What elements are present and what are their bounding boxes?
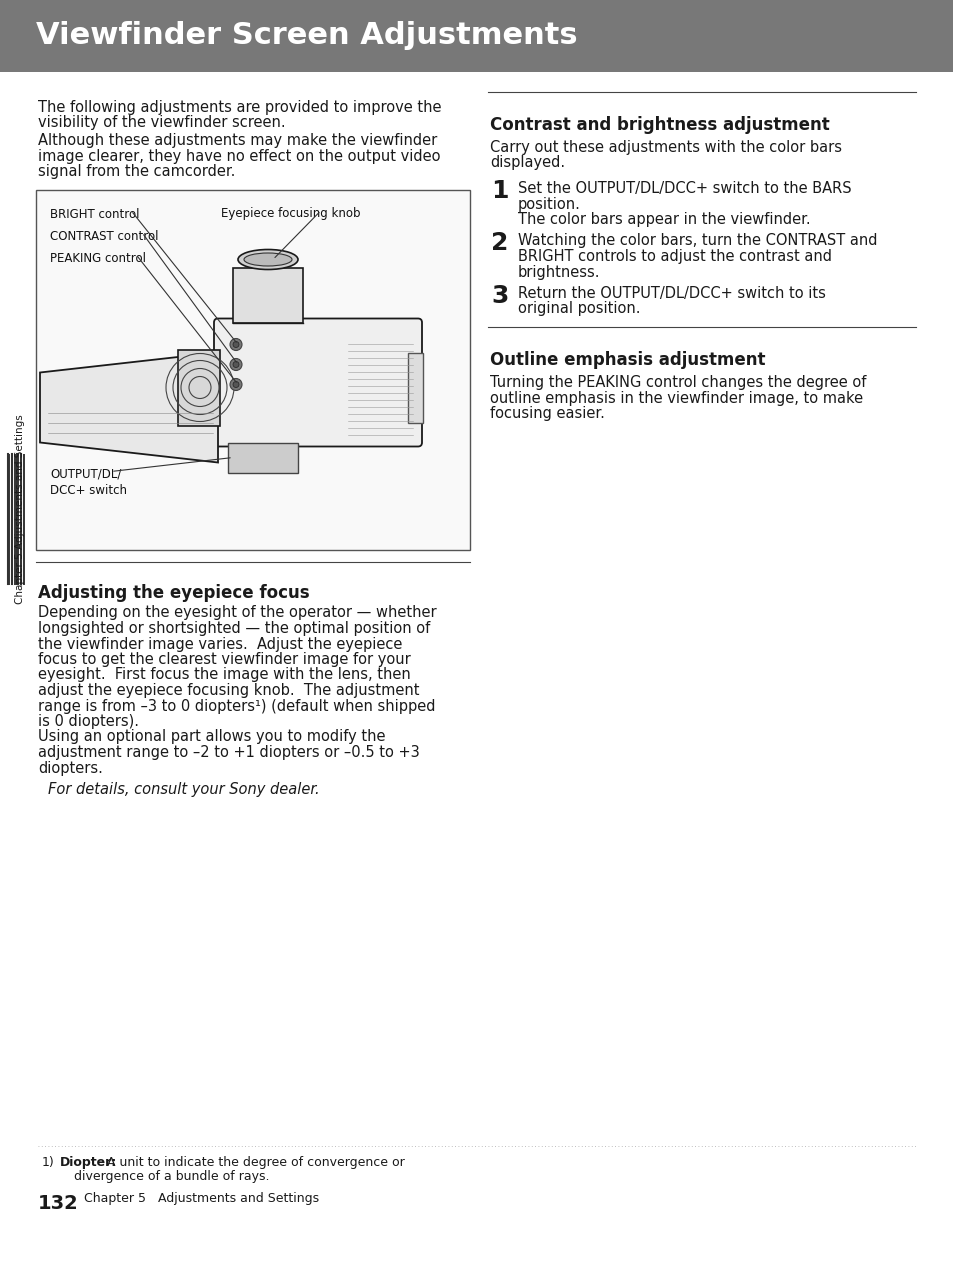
Circle shape <box>230 358 242 371</box>
Text: the viewfinder image varies.  Adjust the eyepiece: the viewfinder image varies. Adjust the … <box>38 637 402 651</box>
Circle shape <box>233 381 239 387</box>
Text: Viewfinder Screen Adjustments: Viewfinder Screen Adjustments <box>36 22 577 51</box>
Text: The color bars appear in the viewfinder.: The color bars appear in the viewfinder. <box>517 211 810 227</box>
Text: original position.: original position. <box>517 302 639 316</box>
Text: brightness.: brightness. <box>517 265 599 279</box>
Text: PEAKING control: PEAKING control <box>50 251 146 265</box>
Bar <box>36 190 470 549</box>
Circle shape <box>230 339 242 350</box>
Text: Carry out these adjustments with the color bars: Carry out these adjustments with the col… <box>490 140 841 155</box>
Ellipse shape <box>237 250 297 270</box>
Text: CONTRAST control: CONTRAST control <box>50 229 158 242</box>
Text: longsighted or shortsighted — the optimal position of: longsighted or shortsighted — the optima… <box>38 620 430 636</box>
Text: signal from the camcorder.: signal from the camcorder. <box>38 164 235 180</box>
Text: outline emphasis in the viewfinder image, to make: outline emphasis in the viewfinder image… <box>490 391 862 405</box>
Polygon shape <box>40 353 218 462</box>
Text: Using an optional part allows you to modify the: Using an optional part allows you to mod… <box>38 730 385 744</box>
Text: BRIGHT controls to adjust the contrast and: BRIGHT controls to adjust the contrast a… <box>517 248 831 264</box>
Text: Chapter 5   Adjustments and Settings: Chapter 5 Adjustments and Settings <box>84 1192 319 1205</box>
FancyBboxPatch shape <box>213 318 421 446</box>
Text: diopters.: diopters. <box>38 761 103 776</box>
Text: Diopter:: Diopter: <box>60 1156 117 1170</box>
Text: Eyepiece focusing knob: Eyepiece focusing knob <box>221 208 360 220</box>
Text: 132: 132 <box>38 1194 79 1213</box>
Text: Watching the color bars, turn the CONTRAST and: Watching the color bars, turn the CONTRA… <box>517 233 877 248</box>
Text: divergence of a bundle of rays.: divergence of a bundle of rays. <box>74 1170 269 1184</box>
Text: The following adjustments are provided to improve the: The following adjustments are provided t… <box>38 99 441 115</box>
Text: eyesight.  First focus the image with the lens, then: eyesight. First focus the image with the… <box>38 668 411 683</box>
Text: For details, consult your Sony dealer.: For details, consult your Sony dealer. <box>48 782 319 798</box>
Text: 1): 1) <box>42 1156 54 1170</box>
Text: Return the OUTPUT/DL/DCC+ switch to its: Return the OUTPUT/DL/DCC+ switch to its <box>517 285 825 301</box>
Bar <box>178 349 220 426</box>
Text: Turning the PEAKING control changes the degree of: Turning the PEAKING control changes the … <box>490 375 865 390</box>
Text: image clearer, they have no effect on the output video: image clearer, they have no effect on th… <box>38 149 440 163</box>
Text: range is from –3 to 0 diopters¹) (default when shipped: range is from –3 to 0 diopters¹) (defaul… <box>38 698 435 713</box>
Text: Depending on the eyesight of the operator — whether: Depending on the eyesight of the operato… <box>38 605 436 620</box>
Text: Although these adjustments may make the viewfinder: Although these adjustments may make the … <box>38 132 436 148</box>
Text: 1: 1 <box>491 180 508 203</box>
Bar <box>233 268 303 322</box>
Circle shape <box>233 341 239 348</box>
Text: adjust the eyepiece focusing knob.  The adjustment: adjust the eyepiece focusing knob. The a… <box>38 683 419 698</box>
Text: OUTPUT/DL/
DCC+ switch: OUTPUT/DL/ DCC+ switch <box>50 468 127 498</box>
Text: Adjusting the eyepiece focus: Adjusting the eyepiece focus <box>38 583 310 601</box>
Text: Set the OUTPUT/DL/DCC+ switch to the BARS: Set the OUTPUT/DL/DCC+ switch to the BAR… <box>517 181 851 196</box>
Polygon shape <box>228 442 297 473</box>
Text: BRIGHT control: BRIGHT control <box>50 208 139 220</box>
Text: adjustment range to –2 to +1 diopters or –0.5 to +3: adjustment range to –2 to +1 diopters or… <box>38 745 419 761</box>
Text: A unit to indicate the degree of convergence or: A unit to indicate the degree of converg… <box>103 1156 404 1170</box>
Text: displayed.: displayed. <box>490 155 564 171</box>
Text: visibility of the viewfinder screen.: visibility of the viewfinder screen. <box>38 116 285 130</box>
Circle shape <box>233 362 239 367</box>
Text: focusing easier.: focusing easier. <box>490 406 604 420</box>
Text: focus to get the clearest viewfinder image for your: focus to get the clearest viewfinder ima… <box>38 652 411 668</box>
Text: Chapter 5 Adjustments and Settings: Chapter 5 Adjustments and Settings <box>15 414 25 604</box>
Bar <box>0 0 953 73</box>
Text: Outline emphasis adjustment: Outline emphasis adjustment <box>490 352 764 369</box>
Text: is 0 diopters).: is 0 diopters). <box>38 713 139 729</box>
Bar <box>408 353 422 423</box>
Text: 3: 3 <box>491 284 508 308</box>
Ellipse shape <box>244 254 292 266</box>
Text: position.: position. <box>517 196 580 211</box>
Text: Contrast and brightness adjustment: Contrast and brightness adjustment <box>490 116 829 134</box>
Text: 2: 2 <box>491 232 508 256</box>
Circle shape <box>230 378 242 391</box>
